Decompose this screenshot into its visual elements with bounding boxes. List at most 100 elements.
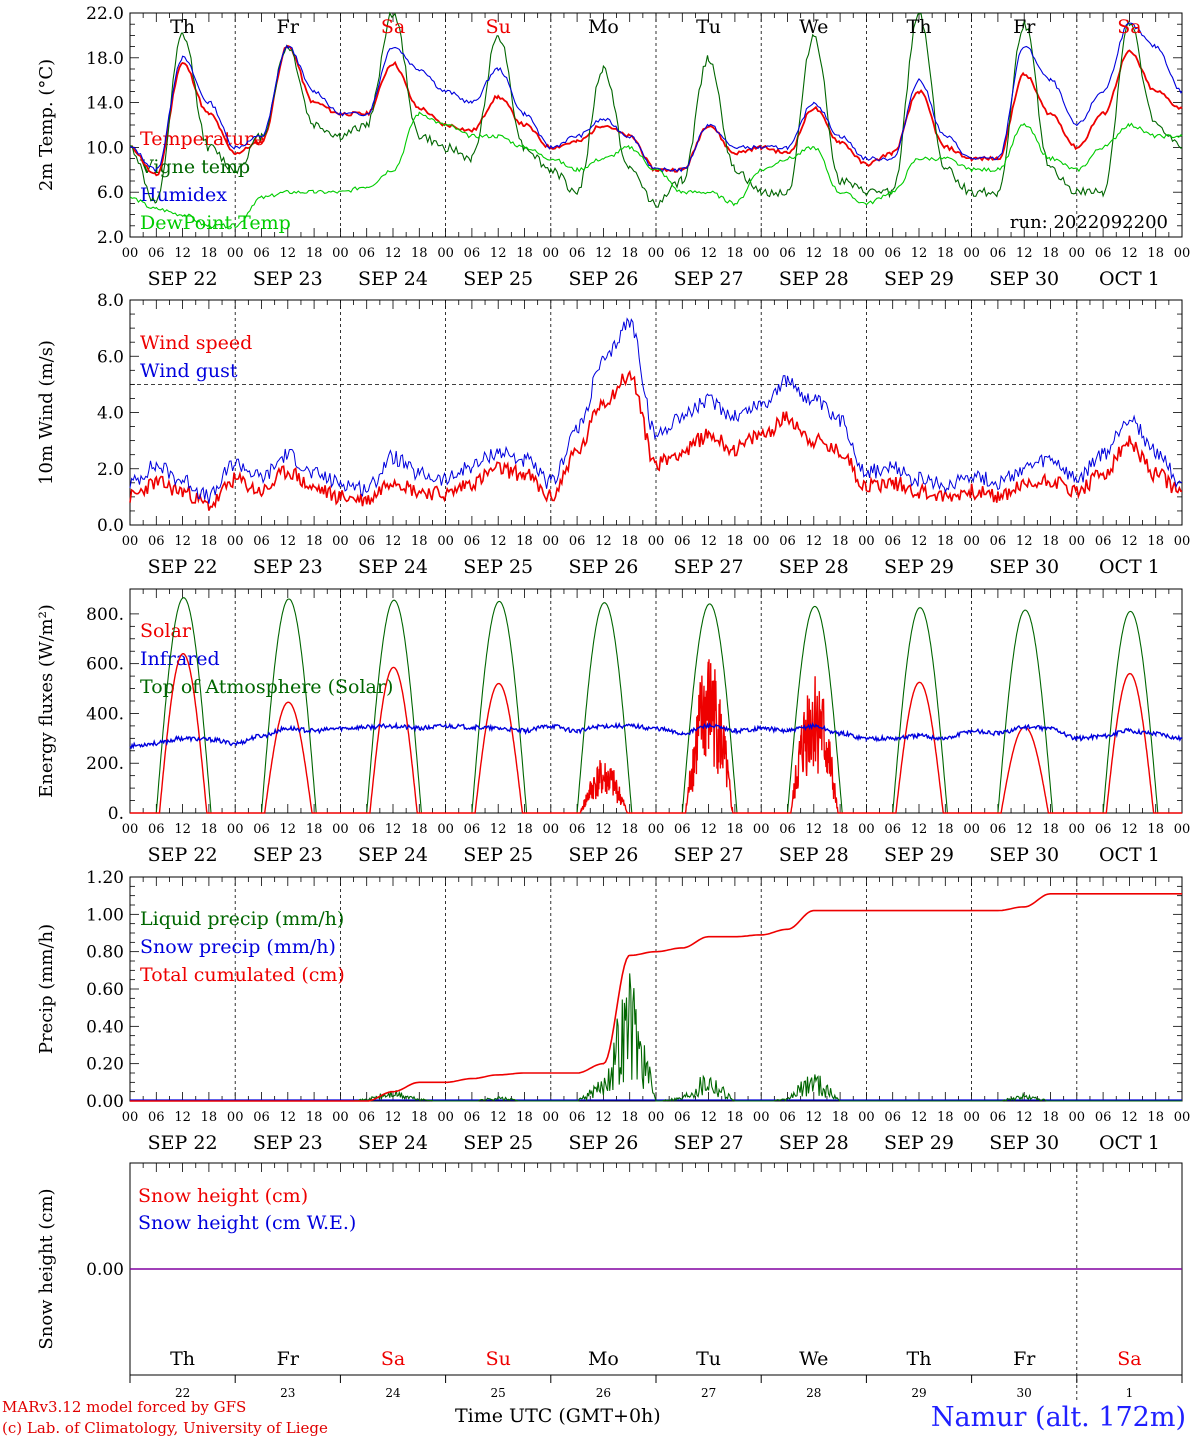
weekday-label: Th [170,16,195,38]
date-label: SEP 23 [253,1132,323,1154]
hour-tick-label: 18 [201,822,218,837]
date-label: SEP 29 [884,844,954,866]
date-label: SEP 27 [674,1132,744,1154]
hour-tick-label: 00 [227,1110,244,1125]
hour-tick-label: 12 [385,1110,402,1125]
series-line-vigne-temp [129,11,1183,208]
hour-tick-label: 06 [674,534,691,549]
date-label: SEP 30 [989,556,1059,578]
hour-tick-label: 00 [858,1110,875,1125]
weekday-label: Th [170,1348,195,1370]
hour-tick-label: 06 [779,534,796,549]
hour-tick-label: 18 [727,246,744,261]
hour-tick-label: 06 [884,534,901,549]
hour-tick-label: 06 [779,246,796,261]
hour-tick-label: 12 [1016,822,1033,837]
date-label: SEP 29 [884,268,954,290]
day-number-label: 27 [701,1386,716,1400]
hour-tick-label: 06 [884,822,901,837]
day-number-label: 28 [806,1386,821,1400]
hour-tick-label: 00 [753,534,770,549]
x-axis-label: Time UTC (GMT+0h) [455,1405,661,1427]
hour-tick-label: 06 [253,822,270,837]
hour-tick-label: 06 [253,1110,270,1125]
date-label: SEP 27 [674,556,744,578]
hour-tick-label: 06 [148,822,165,837]
date-label: SEP 23 [253,844,323,866]
hour-tick-label: 12 [174,822,191,837]
series-line-temperature [129,44,1183,177]
legend-entry: Top of Atmosphere (Solar) [140,676,393,698]
hour-tick-label: 18 [516,822,533,837]
hour-tick-label: 18 [727,1110,744,1125]
hour-tick-label: 00 [227,534,244,549]
hour-tick-label: 00 [1069,1110,1086,1125]
hour-tick-label: 06 [464,534,481,549]
hour-tick-label: 06 [990,246,1007,261]
hour-tick-label: 00 [963,822,980,837]
hour-tick-label: 06 [569,1110,586,1125]
hour-tick-label: 12 [595,534,612,549]
hour-tick-label: 00 [648,246,665,261]
hour-tick-label: 12 [700,534,717,549]
date-label: SEP 22 [148,556,218,578]
hour-tick-label: 18 [937,534,954,549]
date-label: SEP 26 [568,844,638,866]
hour-tick-label: 00 [543,822,560,837]
series-line-solar [130,653,1182,814]
ytick-label: 0.80 [86,943,124,963]
date-label: SEP 26 [568,1132,638,1154]
hour-tick-label: 18 [727,822,744,837]
date-label: SEP 25 [463,556,533,578]
hour-tick-label: 00 [1069,822,1086,837]
hour-tick-label: 18 [201,534,218,549]
hour-tick-label: 00 [963,1110,980,1125]
hour-tick-label: 00 [543,1110,560,1125]
hour-tick-label: 00 [858,246,875,261]
hour-tick-label: 00 [753,1110,770,1125]
lab-credit: (c) Lab. of Climatology, University of L… [2,1419,328,1437]
ytick-label: 0.20 [86,1055,124,1075]
hour-tick-label: 06 [990,822,1007,837]
legend-entry: Total cumulated (cm) [140,964,345,986]
plot-frame [129,588,1183,814]
date-label: OCT 1 [1099,844,1160,866]
hour-tick-label: 18 [201,1110,218,1125]
day-number-label: 22 [175,1386,190,1400]
hour-tick-label: 18 [621,534,638,549]
weekday-label: Th [907,1348,932,1370]
hour-tick-label: 00 [437,822,454,837]
hour-tick-label: 06 [253,246,270,261]
panel-5: 0.00 Snow height (cm) Snow height (cm) Snow… [36,1162,1183,1400]
hour-tick-label: 06 [674,822,691,837]
hour-tick-label: 18 [201,246,218,261]
date-label: SEP 28 [779,556,849,578]
hour-tick-label: 00 [332,1110,349,1125]
ytick-label: 6.0 [97,347,124,367]
hour-tick-label: 12 [806,534,823,549]
hour-tick-label: 12 [911,534,928,549]
hour-tick-label: 12 [806,246,823,261]
panel-2: 0.0 2.0 4.0 6.0 8.0 10m Wind (m/s) 00 06 12 18 SEP… [36,291,1190,578]
hour-tick-label: 18 [306,822,323,837]
hour-tick-label: 12 [700,246,717,261]
weekday-label: Sa [1117,1348,1141,1370]
panel-3: 0. 200. 400. 600. 800. Energy fluxes (W/m²) 00… [36,588,1190,866]
date-label: SEP 29 [884,556,954,578]
ytick-label: 1.20 [86,868,124,888]
ytick-label: 400. [86,704,124,724]
hour-tick-label: 12 [490,1110,507,1125]
date-label: SEP 27 [674,268,744,290]
date-label: SEP 30 [989,844,1059,866]
hour-tick-label: 06 [358,534,375,549]
legend-entry: Solar [140,620,192,642]
date-label: SEP 22 [148,1132,218,1154]
date-label: SEP 24 [358,556,428,578]
weekday-label: Fr [277,1348,300,1370]
series-line-total-cumulated [130,893,1182,1102]
hour-tick-label: 12 [1016,246,1033,261]
hour-tick-label: 00 [437,246,454,261]
hour-tick-label: 18 [621,246,638,261]
hour-tick-label: 18 [1042,1110,1059,1125]
